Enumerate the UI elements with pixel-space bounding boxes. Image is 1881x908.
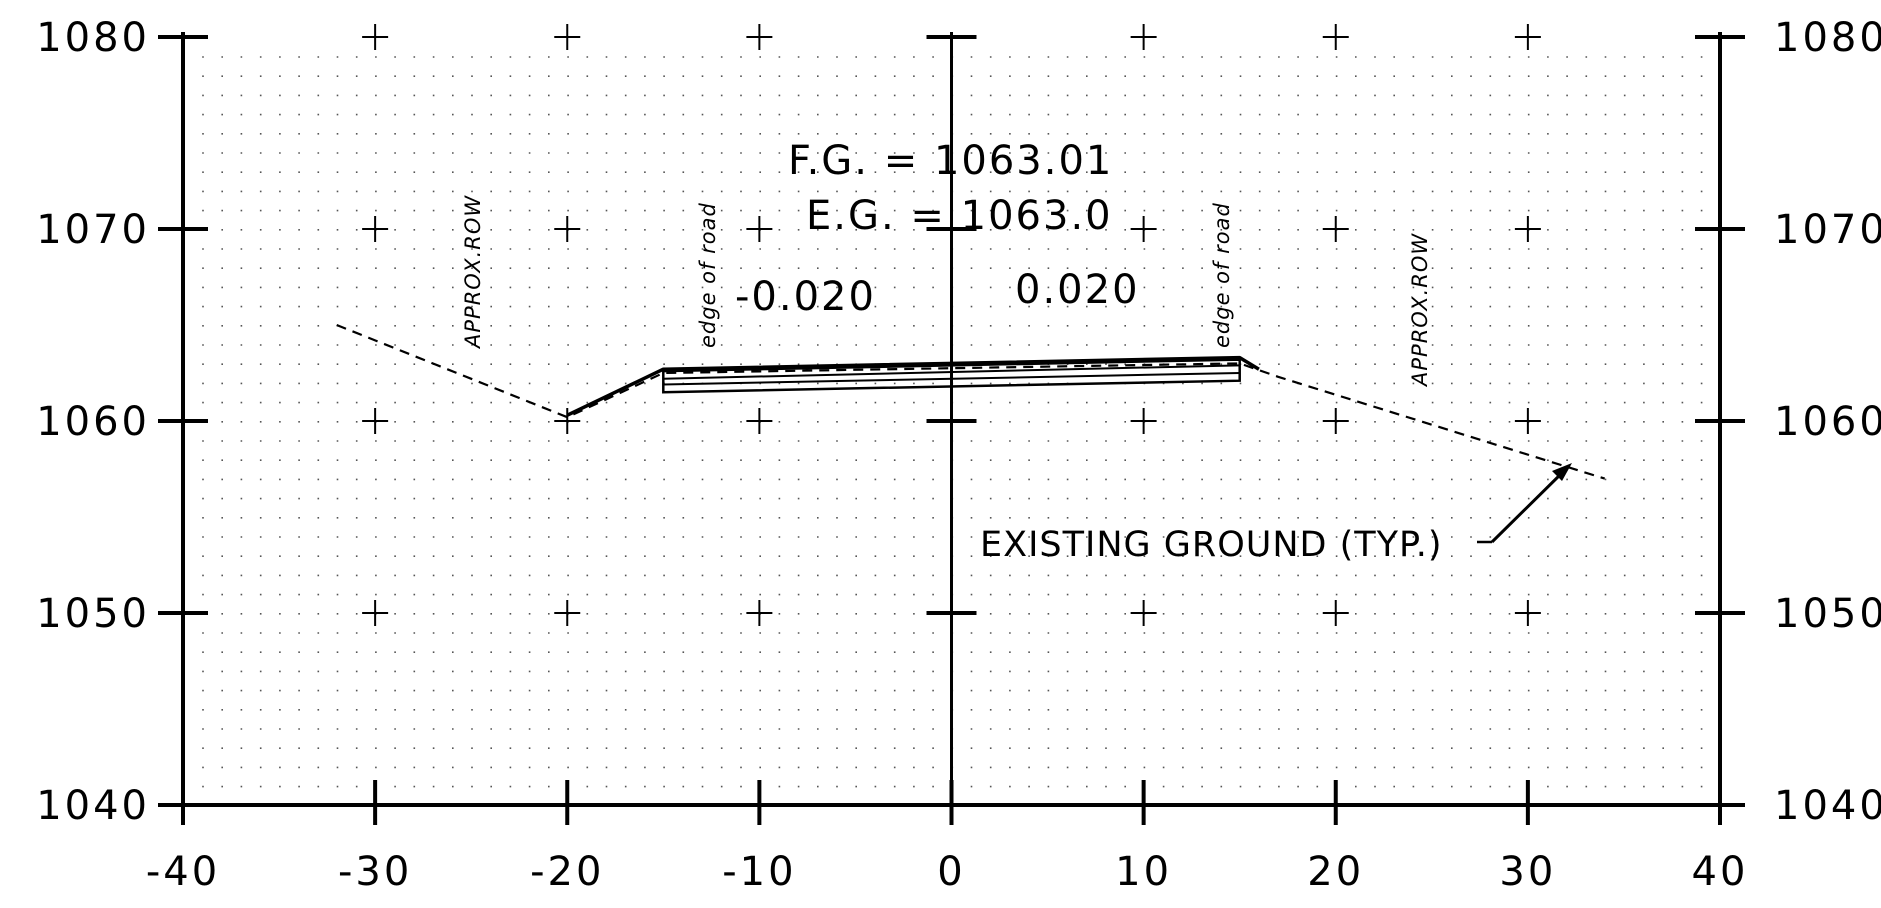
- y-tick-label-right: 1050: [1774, 591, 1881, 637]
- existing-ground-leader: [1477, 463, 1572, 544]
- x-tick-label: 10: [1115, 849, 1172, 895]
- y-tick-label-right: 1070: [1774, 207, 1881, 253]
- y-tick-label-right: 1060: [1774, 399, 1881, 445]
- y-tick-label-left: 1070: [36, 207, 150, 253]
- slope-right-label: 0.020: [1015, 267, 1140, 313]
- y-tick-label-left: 1040: [36, 783, 150, 829]
- y-tick-label-left: 1080: [36, 15, 150, 61]
- finished-grade-label: F.G. = 1063.01: [788, 138, 1113, 184]
- pavement-layer-line: [663, 364, 1240, 380]
- y-tick-label-right: 1040: [1774, 783, 1881, 829]
- leader-arrowhead: [1552, 463, 1572, 481]
- axis-ticks: [158, 35, 1745, 825]
- pavement-section-box: [662, 358, 1241, 394]
- x-tick-label: -10: [722, 849, 796, 895]
- y-tick-label-left: 1050: [36, 591, 150, 637]
- x-tick-label: 40: [1692, 849, 1749, 895]
- section-lines: [336, 323, 1606, 480]
- x-tick-label: 30: [1499, 849, 1556, 895]
- x-tick-label: -40: [146, 849, 220, 895]
- y-tick-label-right: 1080: [1774, 15, 1881, 61]
- grid-cross-markers: [362, 24, 1541, 626]
- edge-of-road-label-right: edge of road: [1210, 202, 1234, 348]
- x-tick-label: 0: [937, 849, 965, 895]
- x-tick-label: 20: [1307, 849, 1364, 895]
- pavement-layer-line: [663, 372, 1240, 386]
- y-tick-label-left: 1060: [36, 399, 150, 445]
- finished-grade-line: [566, 355, 1260, 417]
- row-label-right: APPROX.ROW: [1408, 233, 1432, 388]
- existing-ground-label: EXISTING GROUND (TYP.): [980, 525, 1442, 565]
- edge-of-road-label-left: edge of road: [696, 202, 720, 348]
- existing-ground-line: [336, 323, 1606, 480]
- x-tick-label: -20: [530, 849, 604, 895]
- existing-grade-label: E.G. = 1063.0: [806, 193, 1113, 239]
- row-label-left: APPROX.ROW: [461, 195, 485, 350]
- slope-left-label: -0.020: [735, 274, 876, 320]
- x-tick-label: -30: [338, 849, 412, 895]
